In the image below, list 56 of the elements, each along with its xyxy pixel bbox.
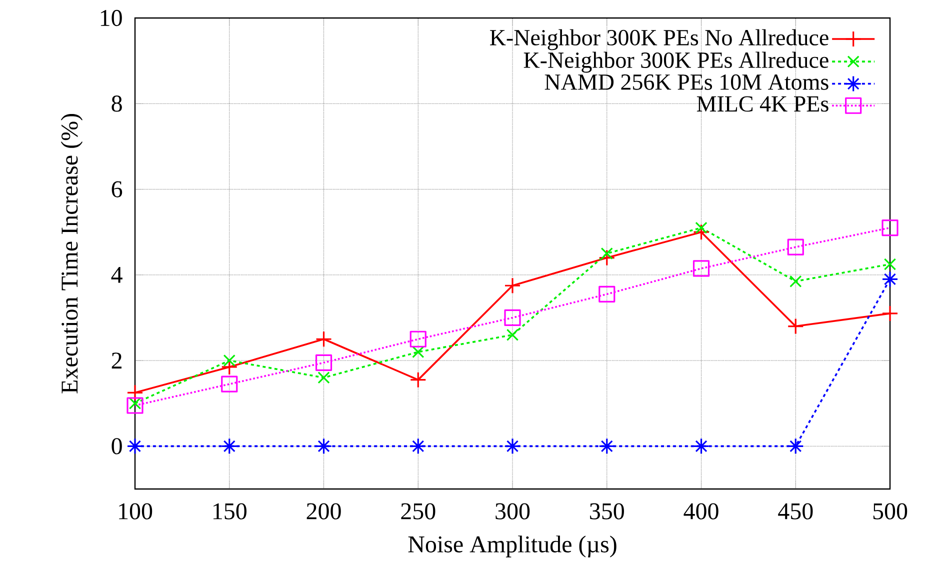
point: [600, 247, 613, 260]
point: [598, 249, 616, 266]
point: [506, 328, 519, 341]
legend-label: K-Neighbor 300K PEs Allreduce: [524, 52, 828, 73]
point: [412, 346, 424, 358]
point: [410, 330, 426, 348]
y-tick-label: 2: [112, 352, 122, 368]
point: [315, 438, 332, 454]
point: [128, 397, 142, 410]
point: [315, 330, 332, 348]
point: [221, 438, 238, 454]
point: [126, 397, 144, 414]
point: [410, 372, 426, 388]
point: [410, 438, 426, 454]
point: [692, 224, 710, 240]
point: [884, 258, 896, 270]
point: [882, 270, 898, 288]
point: [598, 438, 616, 454]
y-tick-label: 6: [112, 181, 122, 198]
x-tick-label: 100: [119, 503, 152, 520]
x-tick-label: 400: [684, 503, 718, 520]
legend-label: MILC 4K PEs: [696, 96, 828, 112]
point: [318, 372, 330, 384]
point: [692, 260, 710, 277]
point: [695, 222, 708, 234]
point: [787, 438, 804, 454]
point: [126, 438, 144, 454]
y-tick-label: 0: [112, 438, 122, 454]
point: [504, 438, 521, 454]
x-axis-title: Noise Amplitude (µs): [408, 536, 616, 558]
x-tick-label: 450: [778, 503, 813, 520]
point: [787, 318, 804, 335]
legend-label: K-Neighbor 300K PEs No Allreduce: [490, 29, 828, 50]
y-tick-label: 4: [111, 267, 122, 283]
point: [787, 238, 804, 256]
point: [882, 305, 898, 322]
point: [126, 384, 144, 401]
point: [504, 309, 521, 326]
point: [223, 354, 236, 367]
x-tick-label: 250: [401, 503, 436, 520]
x-tick-label: 350: [590, 503, 624, 520]
y-tick-label: 10: [100, 10, 122, 26]
point: [315, 354, 332, 371]
x-tick-label: 150: [213, 503, 246, 520]
point: [598, 286, 616, 302]
x-tick-label: 300: [496, 503, 530, 520]
x-tick-label: 200: [306, 503, 341, 520]
point: [504, 277, 521, 294]
y-tick-label: 8: [112, 96, 122, 112]
legend-label: NAMD 256K PEs 10M Atoms: [544, 74, 828, 90]
point: [221, 376, 238, 392]
point: [790, 275, 802, 288]
point: [882, 220, 898, 236]
point: [692, 438, 710, 454]
x-tick-label: 500: [873, 503, 908, 520]
y-axis-title: Execution Time Increase (%): [60, 114, 83, 394]
